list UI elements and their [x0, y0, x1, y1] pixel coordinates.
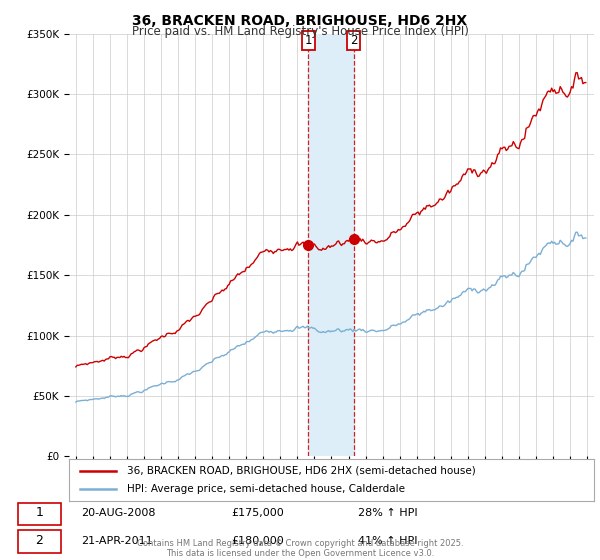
Text: 2: 2	[35, 534, 43, 547]
Text: 21-APR-2011: 21-APR-2011	[81, 535, 153, 545]
Text: £175,000: £175,000	[231, 508, 284, 518]
Text: 20-AUG-2008: 20-AUG-2008	[81, 508, 155, 518]
Text: 2: 2	[350, 34, 358, 46]
Text: 36, BRACKEN ROAD, BRIGHOUSE, HD6 2HX: 36, BRACKEN ROAD, BRIGHOUSE, HD6 2HX	[133, 14, 467, 28]
Bar	[308, 34, 353, 456]
Text: 1: 1	[304, 34, 312, 46]
FancyBboxPatch shape	[18, 530, 61, 553]
Text: 41% ↑ HPI: 41% ↑ HPI	[358, 535, 417, 545]
Text: 28% ↑ HPI: 28% ↑ HPI	[358, 508, 417, 518]
Text: HPI: Average price, semi-detached house, Calderdale: HPI: Average price, semi-detached house,…	[127, 484, 405, 494]
Text: 36, BRACKEN ROAD, BRIGHOUSE, HD6 2HX (semi-detached house): 36, BRACKEN ROAD, BRIGHOUSE, HD6 2HX (se…	[127, 466, 476, 476]
Text: £180,000: £180,000	[231, 535, 284, 545]
FancyBboxPatch shape	[18, 503, 61, 525]
Text: Contains HM Land Registry data © Crown copyright and database right 2025.
This d: Contains HM Land Registry data © Crown c…	[137, 539, 463, 558]
Text: 1: 1	[35, 506, 43, 520]
Text: Price paid vs. HM Land Registry's House Price Index (HPI): Price paid vs. HM Land Registry's House …	[131, 25, 469, 38]
